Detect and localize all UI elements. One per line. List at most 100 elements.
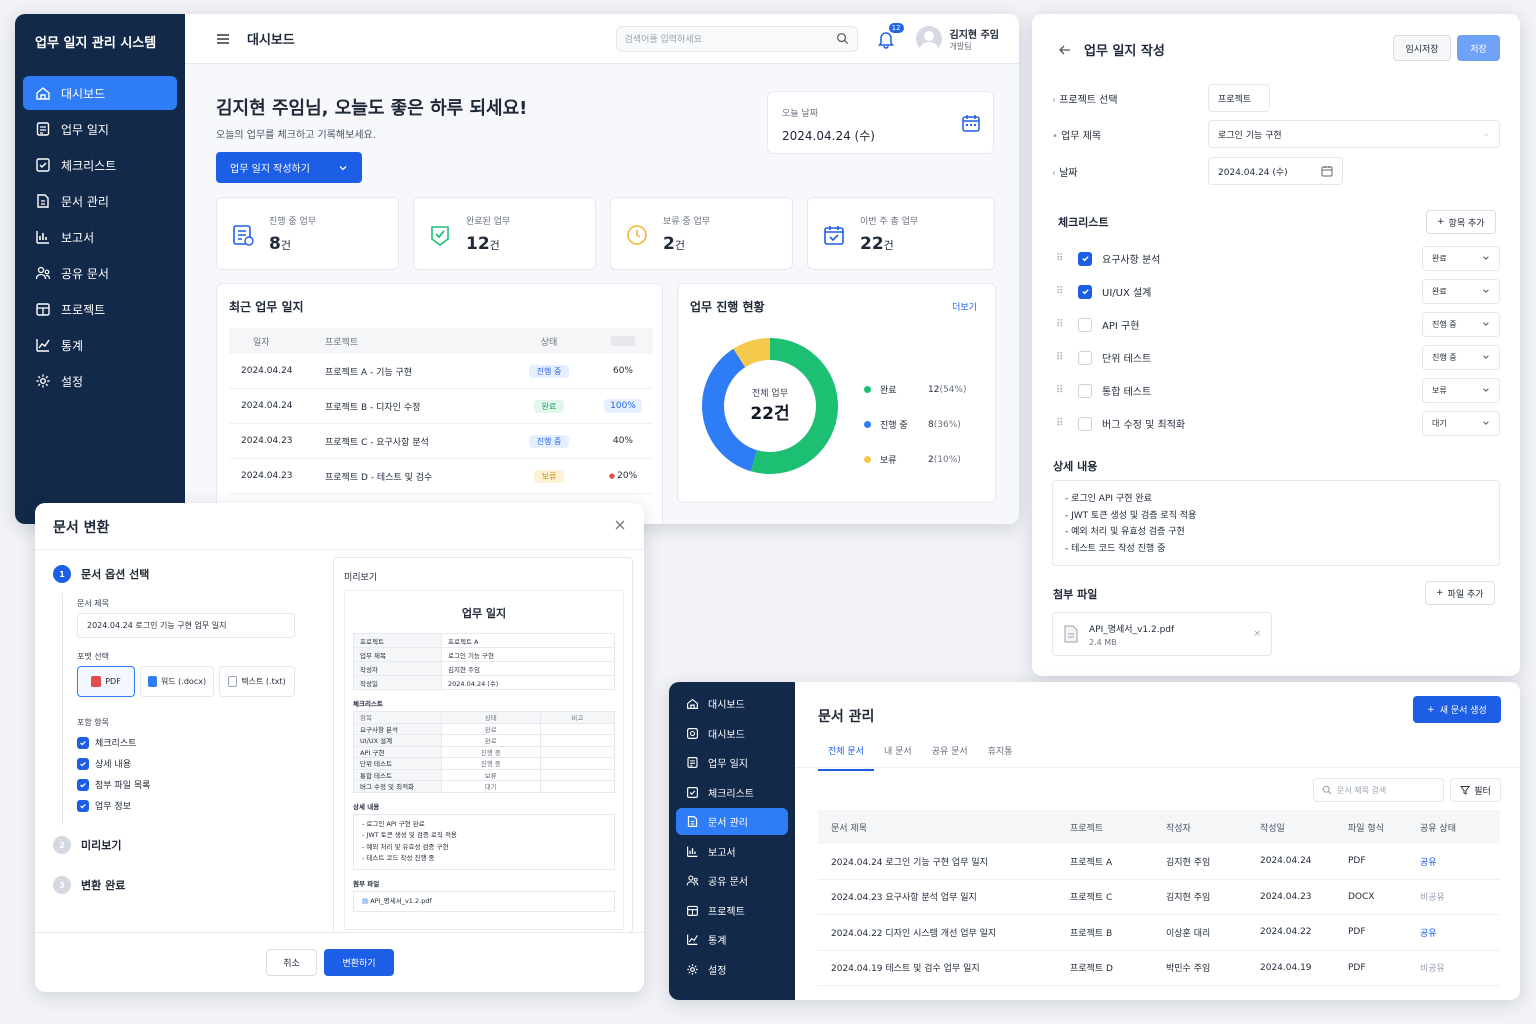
- checkbox[interactable]: [1078, 251, 1092, 266]
- close-icon[interactable]: [614, 519, 626, 531]
- column-header[interactable]: 공유 상태: [1420, 823, 1456, 834]
- sidebar-item-6[interactable]: 공유 문서: [676, 867, 788, 894]
- search-icon[interactable]: [836, 32, 849, 45]
- checkbox[interactable]: [77, 736, 89, 749]
- tab-3[interactable]: 휴지통: [987, 747, 1013, 757]
- menu-icon[interactable]: [215, 31, 231, 47]
- search-input[interactable]: 검색어를 입력하세요: [615, 25, 858, 52]
- column-header[interactable]: 프로젝트: [1070, 823, 1104, 834]
- write-journal-button[interactable]: 업무 일지 작성하기: [216, 152, 362, 183]
- notification-badge: 12: [888, 22, 904, 33]
- include-option[interactable]: 상세 내용: [77, 757, 131, 770]
- table-row[interactable]: 2024.04.24 로그인 기능 구현 업무 일지 프로젝트 A 김지현 주임 20…: [818, 844, 1500, 880]
- sidebar-item-8[interactable]: 통계: [676, 926, 788, 953]
- sidebar-item-4[interactable]: 문서 관리: [676, 808, 788, 835]
- close-icon[interactable]: ×: [1253, 629, 1261, 639]
- project-select[interactable]: 프로젝트: [1208, 84, 1270, 112]
- status-select[interactable]: 대기: [1422, 411, 1500, 436]
- clock-icon: [625, 223, 649, 247]
- user-profile[interactable]: 김지현 주임 개발팀: [915, 25, 999, 52]
- sidebar-item-4[interactable]: 보고서: [23, 220, 177, 254]
- preview-checklist-table: 항목 상태 비고 요구사항 분석 완료 UI/UX 설계 완료 API 구현 진행 중 단위 테스…: [353, 711, 615, 793]
- title-input[interactable]: 로그인 기능 구현 ⌄: [1208, 120, 1500, 148]
- add-item-button[interactable]: + 항목 추가: [1426, 210, 1496, 234]
- checkbox[interactable]: [1078, 284, 1092, 299]
- sidebar-item-1[interactable]: 대시보드: [676, 720, 788, 747]
- notification-button[interactable]: 12: [876, 22, 904, 49]
- status-select[interactable]: 보류: [1422, 378, 1500, 403]
- format-pdf-button[interactable]: PDF: [77, 666, 135, 697]
- calendar-icon[interactable]: [1321, 165, 1333, 177]
- checkbox[interactable]: [77, 778, 89, 791]
- checkbox[interactable]: [1078, 350, 1092, 365]
- date-input[interactable]: 2024.04.24 (수): [1208, 157, 1343, 185]
- column-header[interactable]: 작성자: [1166, 823, 1191, 834]
- format-txt-button[interactable]: 텍스트 (.txt): [219, 666, 295, 697]
- back-arrow-icon[interactable]: [1058, 43, 1072, 57]
- include-option[interactable]: 업무 정보: [77, 799, 131, 812]
- include-option[interactable]: 체크리스트: [77, 736, 136, 749]
- column-header[interactable]: 문서 제목: [831, 823, 867, 834]
- status-select[interactable]: 완료: [1422, 246, 1500, 271]
- document-search-input[interactable]: 문서 제목 검색: [1313, 778, 1444, 802]
- legend-item: 진행 중 8 (36%): [864, 407, 966, 442]
- drag-handle-icon[interactable]: ⠿: [1056, 418, 1064, 429]
- table-row[interactable]: 2024.04.23 프로젝트 C - 요구사항 분석 진행 중 40%: [229, 424, 653, 459]
- sidebar-item-7[interactable]: 통계: [23, 328, 177, 362]
- sidebar-item-6[interactable]: 프로젝트: [23, 292, 177, 326]
- preview-info-row: 프로젝트 프로젝트 A: [353, 633, 615, 648]
- detail-textarea[interactable]: - 로그인 API 구현 완료 - JWT 토큰 생성 및 검증 로직 적용 - 예…: [1052, 480, 1500, 566]
- format-docx-button[interactable]: 워드 (.docx): [140, 666, 214, 697]
- status-select[interactable]: 완료: [1422, 279, 1500, 304]
- sidebar-item-0[interactable]: 대시보드: [23, 76, 177, 110]
- sidebar-item-2[interactable]: 체크리스트: [23, 148, 177, 182]
- sidebar-item-0[interactable]: 대시보드: [676, 690, 788, 717]
- new-document-button[interactable]: + 새 문서 생성: [1413, 696, 1501, 723]
- tab-0[interactable]: 전체 문서: [818, 744, 874, 771]
- checkbox[interactable]: [1078, 416, 1092, 431]
- bell-icon: [876, 29, 896, 49]
- table-row[interactable]: 2024.04.23 요구사항 분석 업무 일지 프로젝트 C 김지현 주임 2024…: [818, 880, 1500, 915]
- convert-button[interactable]: 변환하기: [324, 949, 394, 976]
- save-button[interactable]: 저장: [1457, 35, 1500, 61]
- table-row[interactable]: 2024.04.19 테스트 및 검수 업무 일지 프로젝트 D 박민수 주임 202…: [818, 951, 1500, 986]
- drag-handle-icon[interactable]: ⠿: [1056, 319, 1064, 330]
- sidebar-item-8[interactable]: 설정: [23, 364, 177, 398]
- table-row[interactable]: 2024.04.22 디자인 시스템 개선 업무 일지 프로젝트 B 이상훈 대리 2…: [818, 915, 1500, 951]
- sidebar-item-1[interactable]: 업무 일지: [23, 112, 177, 146]
- sidebar-item-3[interactable]: 문서 관리: [23, 184, 177, 218]
- checkbox[interactable]: [1078, 383, 1092, 398]
- table-row[interactable]: 2024.04.24 프로젝트 B - 디자인 수정 완료 100%: [229, 389, 653, 424]
- column-header[interactable]: 작성일: [1260, 823, 1285, 834]
- table-row[interactable]: 2024.04.23 프로젝트 D - 테스트 및 검수 보류 ● 20%: [229, 459, 653, 494]
- sidebar-item-2[interactable]: 업무 일지: [676, 749, 788, 776]
- calendar-icon[interactable]: [961, 113, 981, 133]
- filter-button[interactable]: 필터: [1450, 778, 1501, 802]
- include-label: 상세 내용: [95, 760, 131, 770]
- checkbox[interactable]: [77, 799, 89, 812]
- tab-1[interactable]: 내 문서: [883, 747, 912, 757]
- sidebar-item-3[interactable]: 체크리스트: [676, 779, 788, 806]
- checkbox[interactable]: [1078, 317, 1092, 332]
- sidebar-item-9[interactable]: 설정: [676, 956, 788, 983]
- drag-handle-icon[interactable]: ⠿: [1056, 385, 1064, 396]
- sidebar-item-5[interactable]: 보고서: [676, 838, 788, 865]
- more-link[interactable]: 더보기: [952, 303, 977, 313]
- doc-title-input[interactable]: 2024.04.24 로그인 기능 구현 업무 일지: [77, 613, 295, 638]
- temp-save-button[interactable]: 임시저장: [1393, 35, 1451, 61]
- add-file-button[interactable]: + 파일 추가: [1425, 581, 1495, 605]
- sidebar-item-5[interactable]: 공유 문서: [23, 256, 177, 290]
- tab-2[interactable]: 공유 문서: [931, 747, 968, 757]
- sidebar-item-7[interactable]: 프로젝트: [676, 897, 788, 924]
- include-option[interactable]: 첨부 파일 목록: [77, 778, 150, 791]
- drag-handle-icon[interactable]: ⠿: [1056, 352, 1064, 363]
- drag-handle-icon[interactable]: ⠿: [1056, 253, 1064, 264]
- cancel-button[interactable]: 취소: [266, 949, 317, 976]
- checkbox[interactable]: [77, 757, 89, 770]
- status-select[interactable]: 진행 중: [1422, 312, 1500, 337]
- status-select[interactable]: 진행 중: [1422, 345, 1500, 370]
- column-header[interactable]: 파일 형식: [1348, 823, 1384, 834]
- table-row[interactable]: 2024.04.24 프로젝트 A - 기능 구현 진행 중 60%: [229, 354, 653, 389]
- drag-handle-icon[interactable]: ⠿: [1056, 286, 1064, 297]
- sidebar-nav: 대시보드 대시보드 업무 일지 체크리스트 문서 관리 보고서 공유 문서 프로젝트 통계 설정: [669, 690, 795, 983]
